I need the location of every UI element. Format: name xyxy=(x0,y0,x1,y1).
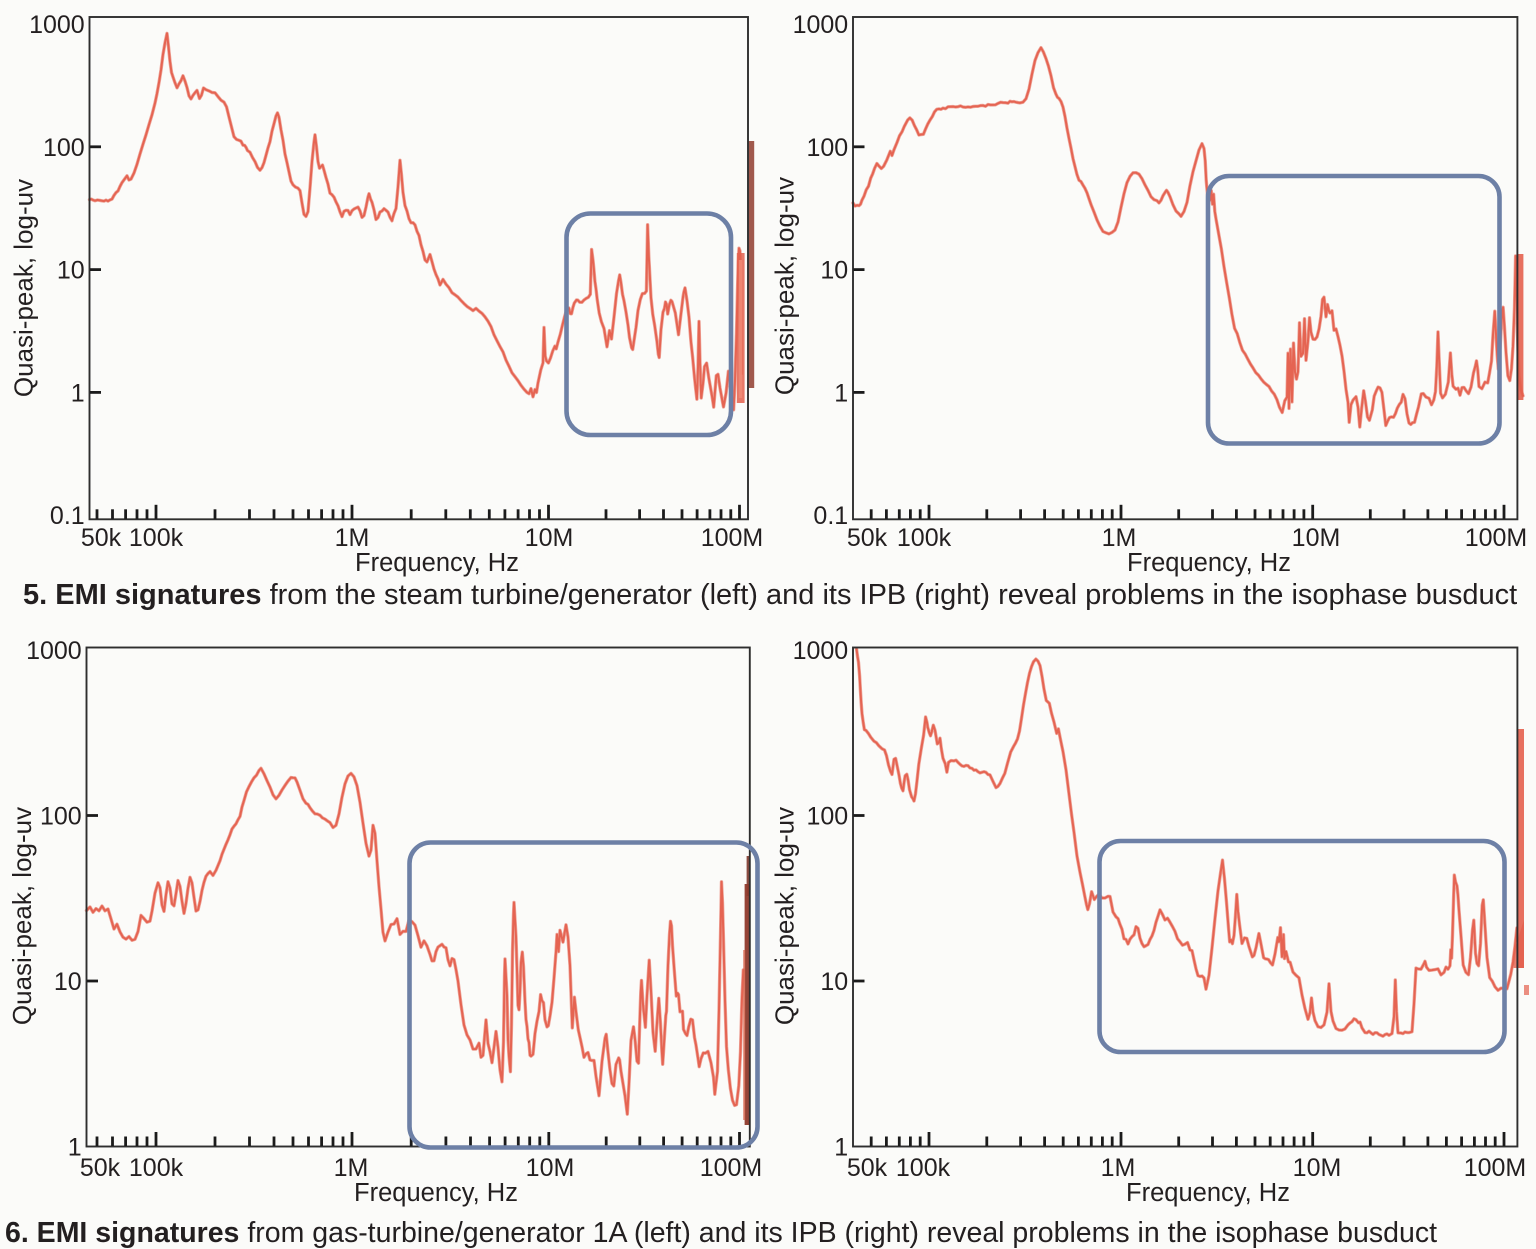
svg-text:10M: 10M xyxy=(525,524,574,552)
svg-text:1000: 1000 xyxy=(29,11,85,39)
svg-text:Frequency, Hz: Frequency, Hz xyxy=(1127,549,1291,577)
svg-text:0.1: 0.1 xyxy=(50,502,85,530)
svg-text:10: 10 xyxy=(820,968,848,996)
svg-text:50k: 50k xyxy=(81,524,122,552)
svg-text:Quasi-peak, log-uv: Quasi-peak, log-uv xyxy=(9,179,39,397)
svg-text:Quasi-peak, log-uv: Quasi-peak, log-uv xyxy=(770,807,800,1025)
svg-text:5. EMI signatures from the ste: 5. EMI signatures from the steam turbine… xyxy=(23,579,1517,611)
svg-text:100: 100 xyxy=(806,803,848,831)
svg-text:Frequency, Hz: Frequency, Hz xyxy=(1126,1179,1290,1207)
svg-text:1: 1 xyxy=(834,379,848,407)
svg-text:100: 100 xyxy=(806,134,848,162)
svg-text:1M: 1M xyxy=(334,1154,369,1182)
svg-text:1M: 1M xyxy=(1102,524,1137,552)
svg-text:100M: 100M xyxy=(1465,524,1528,552)
svg-text:10M: 10M xyxy=(1293,1154,1342,1182)
svg-text:1000: 1000 xyxy=(793,637,849,665)
svg-text:100M: 100M xyxy=(700,1154,763,1182)
svg-text:10M: 10M xyxy=(526,1154,575,1182)
svg-text:100k: 100k xyxy=(896,1154,951,1182)
svg-text:100k: 100k xyxy=(897,524,952,552)
svg-text:50k: 50k xyxy=(80,1154,121,1182)
svg-text:100M: 100M xyxy=(701,524,764,552)
svg-text:1000: 1000 xyxy=(26,637,82,665)
svg-text:1000: 1000 xyxy=(793,11,849,39)
svg-text:100M: 100M xyxy=(1464,1154,1527,1182)
svg-text:1: 1 xyxy=(834,1134,848,1162)
svg-text:1M: 1M xyxy=(1101,1154,1136,1182)
svg-text:Quasi-peak, log-uv: Quasi-peak, log-uv xyxy=(7,807,37,1025)
svg-text:50k: 50k xyxy=(847,1154,888,1182)
svg-text:0.1: 0.1 xyxy=(813,502,848,530)
svg-text:50k: 50k xyxy=(847,524,888,552)
svg-text:10: 10 xyxy=(57,257,85,285)
svg-text:1: 1 xyxy=(71,379,85,407)
svg-text:1M: 1M xyxy=(335,524,370,552)
svg-text:Quasi-peak, log-uv: Quasi-peak, log-uv xyxy=(770,177,800,395)
svg-text:10: 10 xyxy=(820,257,848,285)
svg-text:100: 100 xyxy=(43,134,85,162)
svg-text:100k: 100k xyxy=(129,1154,184,1182)
svg-text:100: 100 xyxy=(40,803,82,831)
svg-text:Frequency, Hz: Frequency, Hz xyxy=(355,549,519,577)
svg-text:10M: 10M xyxy=(1292,524,1341,552)
svg-text:100k: 100k xyxy=(129,524,184,552)
svg-text:10: 10 xyxy=(54,968,82,996)
svg-text:Frequency, Hz: Frequency, Hz xyxy=(354,1179,518,1207)
svg-text:6. EMI signatures from gas-tur: 6. EMI signatures from gas-turbine/gener… xyxy=(5,1217,1437,1249)
svg-text:1: 1 xyxy=(68,1134,82,1162)
